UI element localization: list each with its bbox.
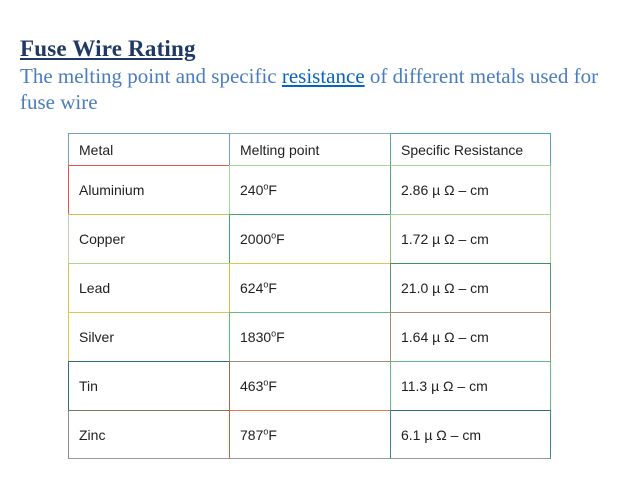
metal-cell: Zinc [68, 410, 229, 459]
resistance-cell: 1.72 µ Ω – cm [390, 214, 551, 263]
header-melting-point: Melting point [229, 133, 390, 165]
header-metal: Metal [68, 133, 229, 165]
page-title: Fuse Wire Rating [20, 36, 196, 61]
melting-point-cell: 787oF [229, 410, 390, 459]
table-row-tin: Tin 463oF 11.3 µ Ω – cm [68, 361, 551, 410]
metal-cell: Lead [68, 263, 229, 312]
melting-point-cell: 1830oF [229, 312, 390, 361]
slide-subtitle: The melting point and specific resistanc… [20, 63, 616, 115]
degree-sup: o [263, 377, 269, 388]
degree-sup: o [271, 328, 277, 339]
degree-sup: o [271, 230, 277, 241]
melting-point-cell: 463oF [229, 361, 390, 410]
metal-cell: Copper [68, 214, 229, 263]
table-row-lead: Lead 624oF 21.0 µ Ω – cm [68, 263, 551, 312]
melting-point-cell: 240oF [229, 165, 390, 214]
resistance-cell: 2.86 µ Ω – cm [390, 165, 551, 214]
subtitle-text-before: The melting point and specific [20, 64, 282, 88]
table-header-row: Metal Melting point Specific Resistance [68, 133, 551, 165]
degree-sup: o [263, 181, 269, 192]
subtitle-text-after: of different metals used for fuse wire [20, 64, 599, 114]
metal-cell: Silver [68, 312, 229, 361]
table-row-zinc: Zinc 787oF 6.1 µ Ω – cm [68, 410, 551, 459]
resistance-cell: 1.64 µ Ω – cm [390, 312, 551, 361]
melting-point-cell: 2000oF [229, 214, 390, 263]
table-row-silver: Silver 1830oF 1.64 µ Ω – cm [68, 312, 551, 361]
resistance-cell: 21.0 µ Ω – cm [390, 263, 551, 312]
melting-point-cell: 624oF [229, 263, 390, 312]
metal-cell: Tin [68, 361, 229, 410]
degree-sup: o [263, 279, 269, 290]
table-row-copper: Copper 2000oF 1.72 µ Ω – cm [68, 214, 551, 263]
resistance-link[interactable]: resistance [281, 64, 365, 88]
metals-table: Metal Melting point Specific Resistance … [68, 133, 551, 459]
resistance-cell: 6.1 µ Ω – cm [390, 410, 551, 459]
header-specific-resistance: Specific Resistance [390, 133, 551, 165]
degree-sup: o [263, 425, 269, 436]
resistance-cell: 11.3 µ Ω – cm [390, 361, 551, 410]
table-row-aluminium: Aluminium 240oF 2.86 µ Ω – cm [68, 165, 551, 214]
metal-cell: Aluminium [68, 165, 229, 214]
